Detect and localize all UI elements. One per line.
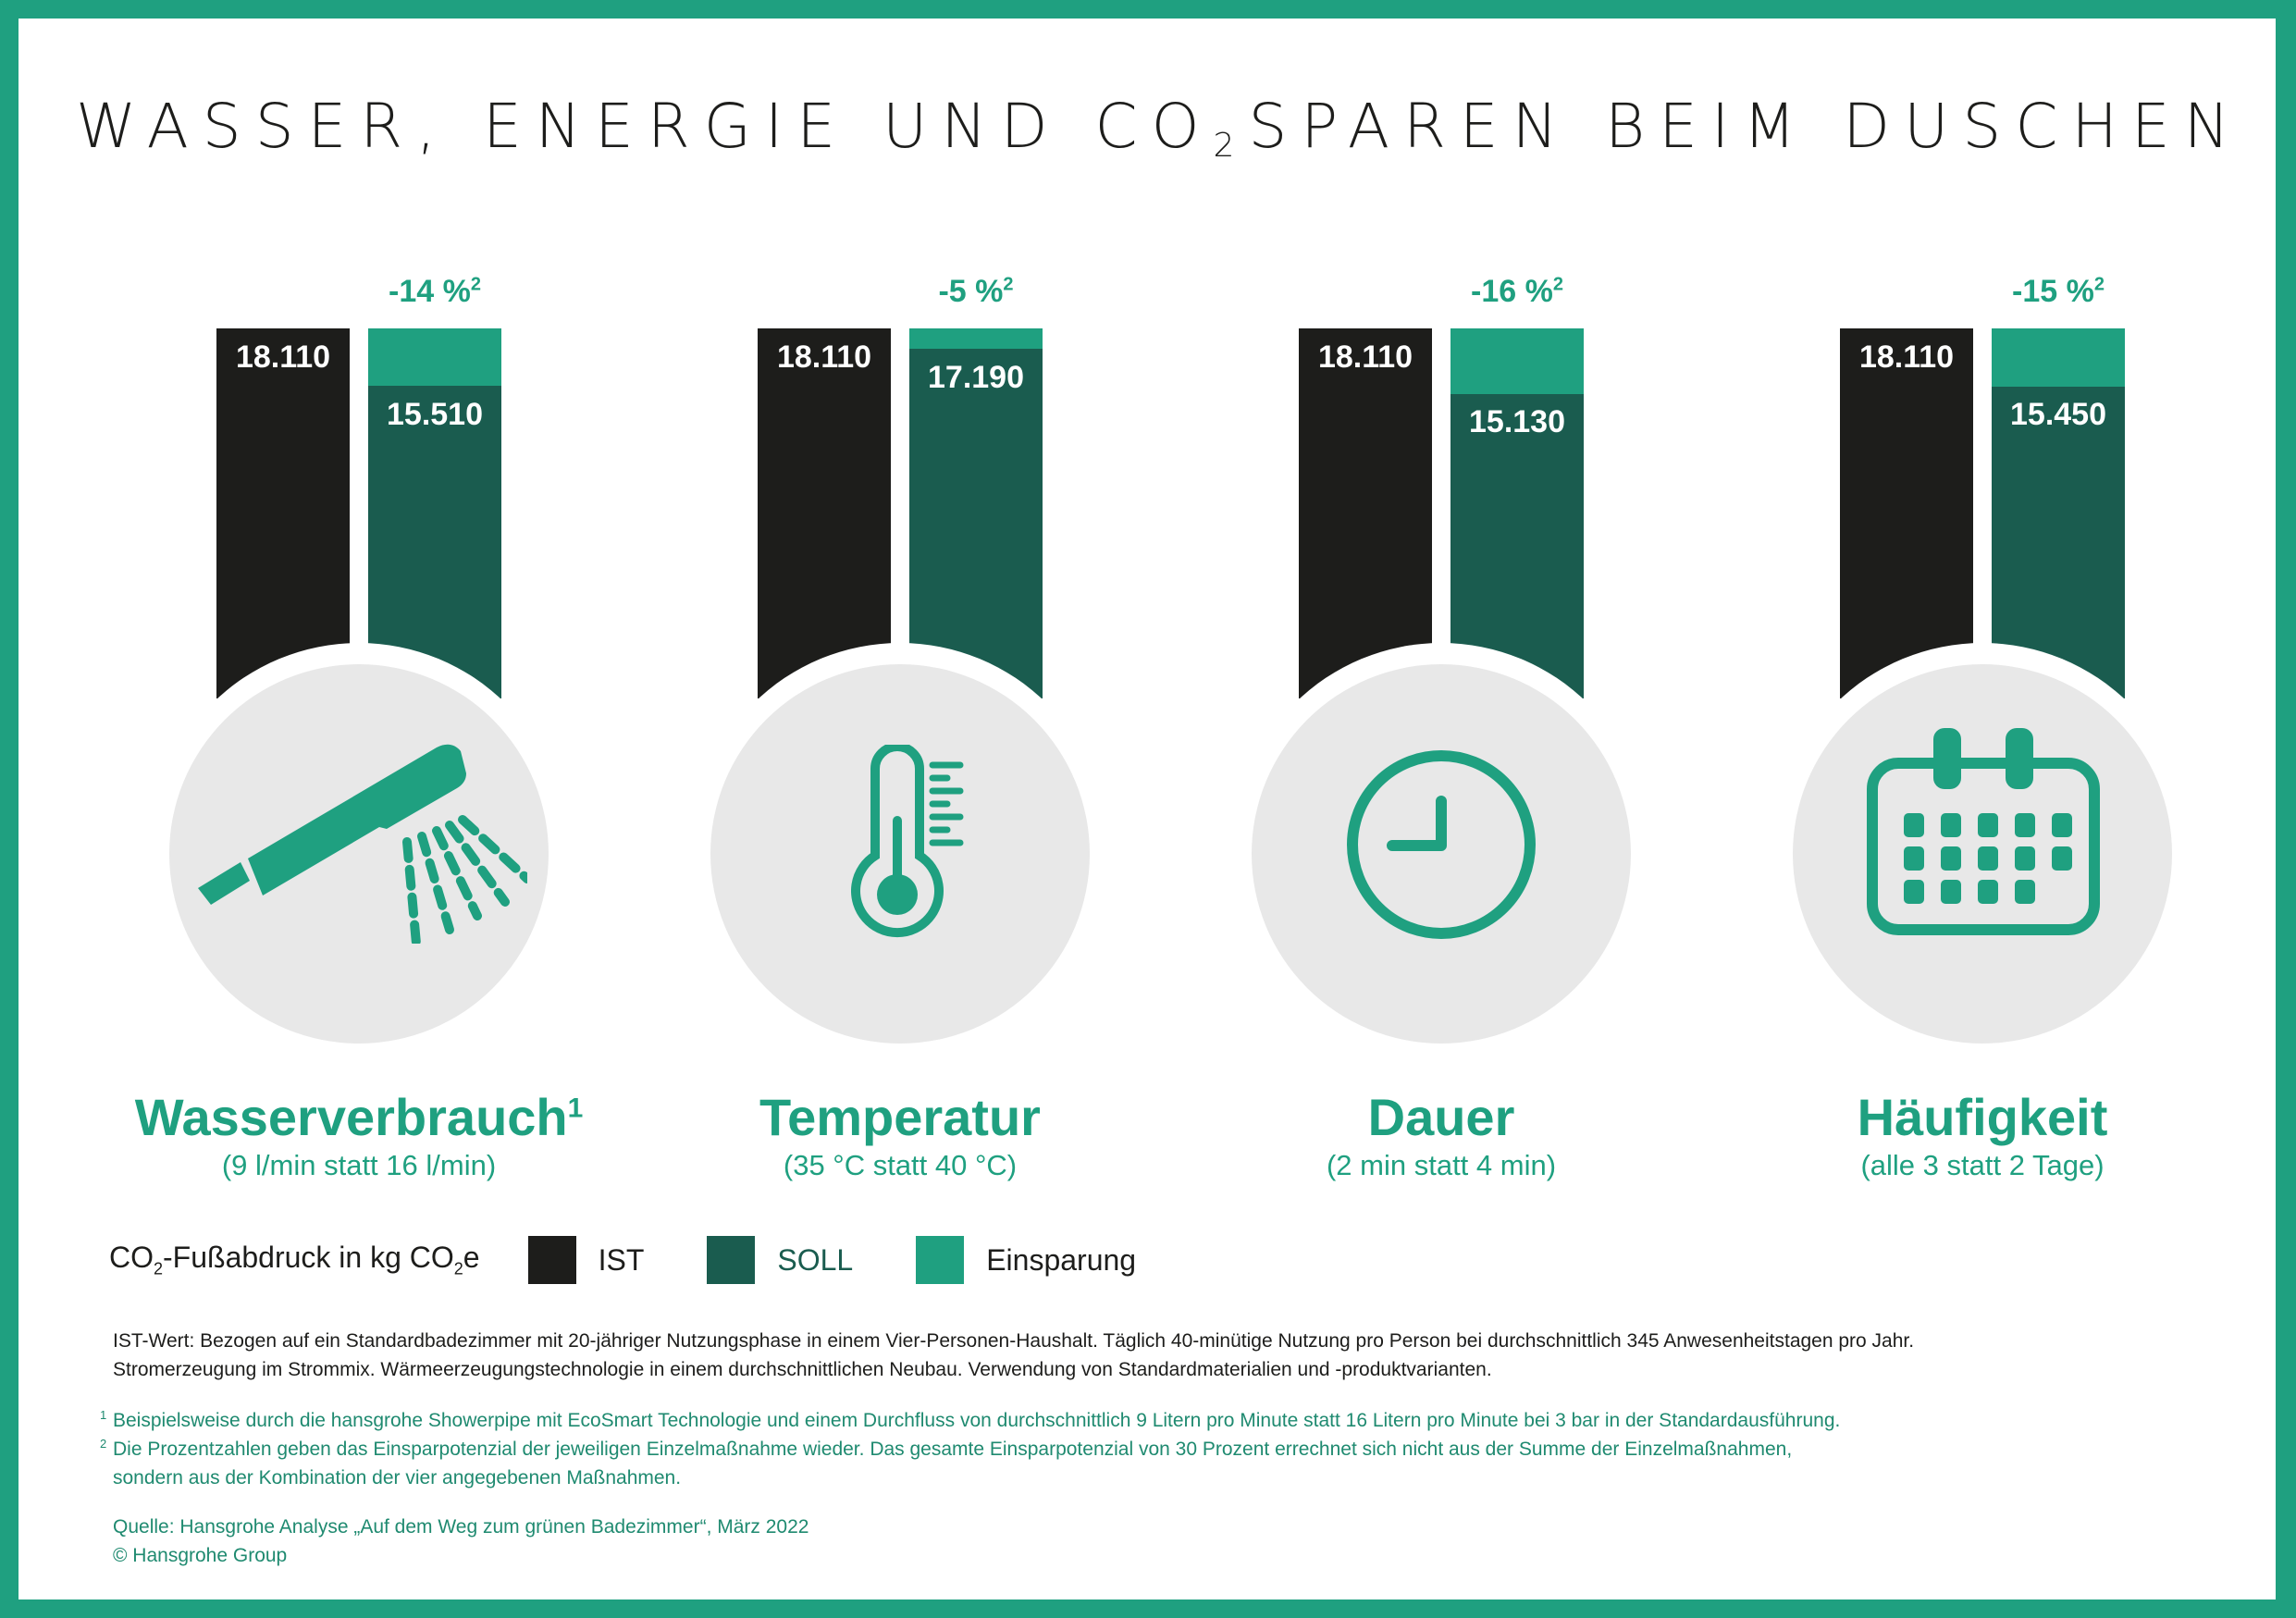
legend-label-ist: IST: [598, 1242, 645, 1277]
legend: CO2-Fußabdruck in kg CO2e IST SOLL Einsp…: [109, 1235, 1136, 1285]
icon-circle: [169, 664, 549, 1044]
bar-ist: 18.110: [1840, 328, 1973, 698]
bar-soll: 15.450: [1992, 328, 2125, 698]
savings-percent: -14 %2: [389, 274, 481, 309]
bar-einsparung: [1992, 328, 2125, 387]
ist-note: IST-Wert: Bezogen auf ein Standardbadezi…: [113, 1330, 1915, 1380]
clock-icon: [1347, 750, 1536, 939]
thermometer-icon: [851, 745, 964, 938]
source-note: Quelle: Hansgrohe Analyse „Auf dem Weg z…: [113, 1516, 809, 1566]
category-label: Häufigkeit: [1857, 1088, 2108, 1146]
legend-title: CO2-Fußabdruck in kg CO2e: [109, 1241, 480, 1278]
category-label: Dauer: [1367, 1088, 1515, 1146]
category-detail: (alle 3 statt 2 Tage): [1860, 1149, 2105, 1181]
legend-swatch-soll: [707, 1236, 756, 1284]
bar-ist: 18.110: [758, 328, 891, 698]
bar-soll: 15.510: [368, 328, 501, 698]
savings-percent: -15 %2: [2012, 274, 2105, 309]
icon-circle: [1252, 664, 1631, 1044]
bar-einsparung: [909, 328, 1043, 349]
category-detail: (35 °C statt 40 °C): [783, 1149, 1018, 1181]
category-detail: (9 l/min statt 16 l/min): [221, 1149, 497, 1181]
legend-swatch-einsparung: [916, 1236, 965, 1284]
calendar-icon: [1867, 728, 2100, 935]
bar-soll: 17.190: [909, 328, 1043, 698]
bar-ist: 18.110: [1299, 328, 1432, 698]
bar-einsparung: [1450, 328, 1584, 394]
savings-percent: -16 %2: [1471, 274, 1563, 309]
bar-einsparung: [368, 328, 501, 386]
legend-swatch-ist: [527, 1236, 576, 1284]
category-label: Wasserverbrauch1: [134, 1088, 584, 1146]
footnotes: 1 Beispielsweise durch die hansgrohe Show…: [100, 1408, 1841, 1488]
bar-soll: 15.130: [1450, 328, 1584, 698]
savings-percent: -5 %2: [938, 274, 1014, 309]
page-title: WASSER, ENERGIE UND CO2 SPAREN BEIM DUSCH…: [76, 91, 2244, 165]
category-label: Temperatur: [759, 1088, 1041, 1146]
hand-shower-icon: [198, 744, 527, 944]
legend-label-soll: SOLL: [777, 1242, 854, 1277]
legend-label-einsparung: Einsparung: [986, 1242, 1137, 1277]
category-detail: (2 min statt 4 min): [1326, 1149, 1557, 1181]
bar-ist: 18.110: [216, 328, 350, 698]
